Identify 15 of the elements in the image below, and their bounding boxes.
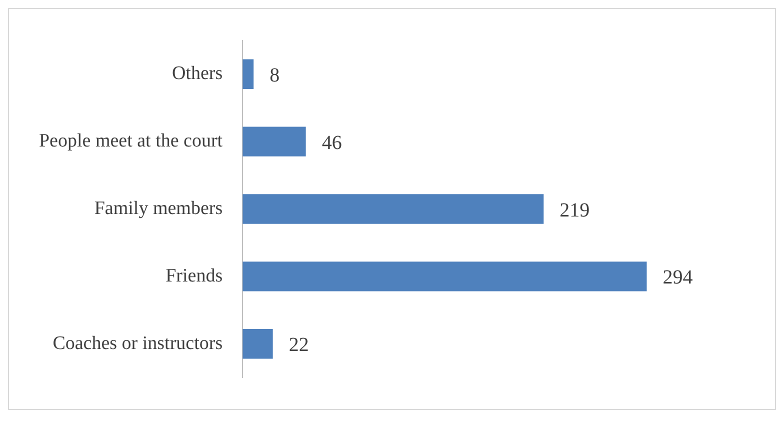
bar (242, 329, 273, 359)
bar (242, 126, 306, 156)
data-label: 294 (662, 266, 693, 289)
data-label: 46 (322, 132, 342, 154)
y-tick-label: Coaches or instructors (52, 332, 223, 354)
data-label: 219 (560, 199, 590, 222)
bar (242, 194, 544, 224)
y-tick-label: Family members (94, 198, 223, 219)
y-tick-label: Friends (166, 265, 223, 286)
bar (242, 59, 254, 89)
bar (242, 262, 647, 292)
y-tick-label: People meet at the court (38, 130, 224, 152)
data-label: 8 (270, 64, 280, 86)
data-label: 22 (288, 334, 309, 356)
y-tick-label: Others (172, 63, 223, 84)
